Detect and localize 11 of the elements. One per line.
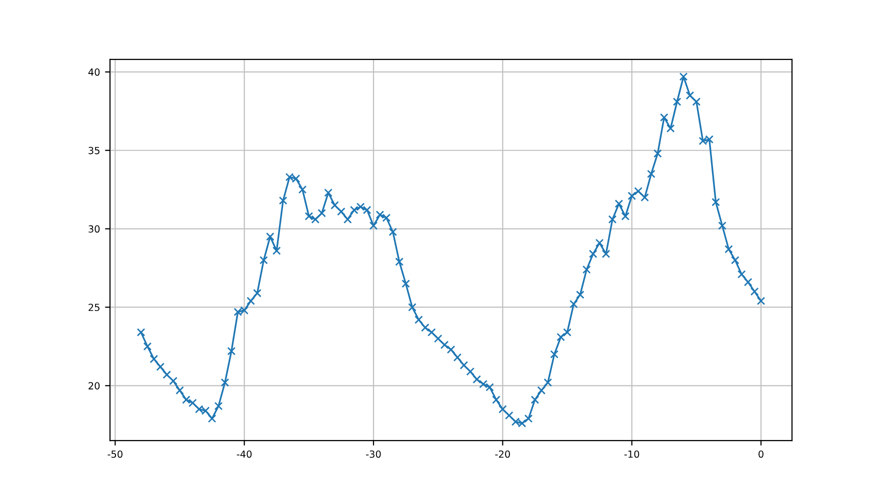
y-tick-label: 20 — [88, 382, 100, 390]
y-tick-label: 35 — [88, 146, 100, 154]
x-tick-label: -10 — [624, 450, 640, 458]
x-tick-label: -50 — [108, 450, 122, 458]
y-tick-label: 25 — [88, 304, 100, 312]
x-tick-label: -40 — [236, 450, 252, 458]
x-tick-label: -20 — [495, 450, 510, 458]
x-tick-label: 0 — [758, 450, 764, 458]
x-tick-label: -30 — [366, 450, 381, 458]
y-tick-label: 40 — [88, 68, 100, 76]
y-tick-label: 30 — [88, 225, 100, 233]
